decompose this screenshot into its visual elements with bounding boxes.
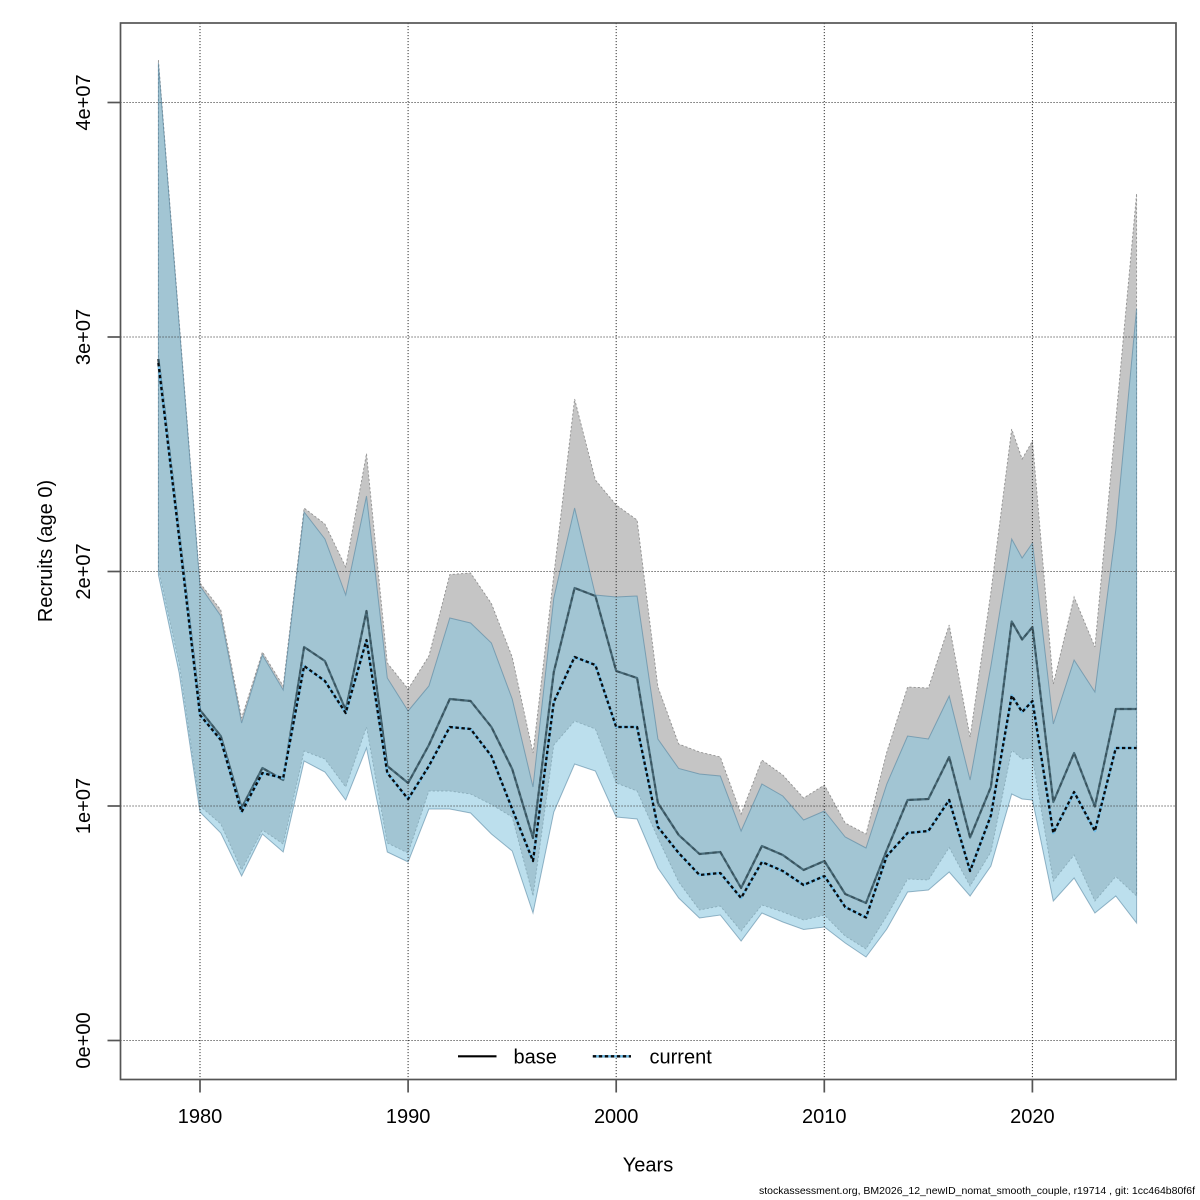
svg-text:Recruits (age 0): Recruits (age 0) [35, 480, 57, 622]
svg-text:1980: 1980 [178, 1106, 223, 1128]
svg-text:Years: Years [623, 1155, 673, 1177]
svg-text:2020: 2020 [1010, 1106, 1055, 1128]
svg-text:1990: 1990 [386, 1106, 431, 1128]
svg-text:2000: 2000 [594, 1106, 639, 1128]
svg-text:1e+07: 1e+07 [73, 778, 95, 834]
svg-text:current: current [650, 1047, 713, 1069]
svg-text:stockassessment.org, BM2026_12: stockassessment.org, BM2026_12_newID_nom… [759, 1185, 1195, 1197]
svg-text:3e+07: 3e+07 [73, 309, 95, 365]
svg-text:2e+07: 2e+07 [73, 543, 95, 599]
svg-text:2010: 2010 [802, 1106, 847, 1128]
svg-text:4e+07: 4e+07 [73, 74, 95, 130]
svg-text:base: base [514, 1047, 557, 1069]
svg-text:0e+00: 0e+00 [73, 1012, 95, 1068]
